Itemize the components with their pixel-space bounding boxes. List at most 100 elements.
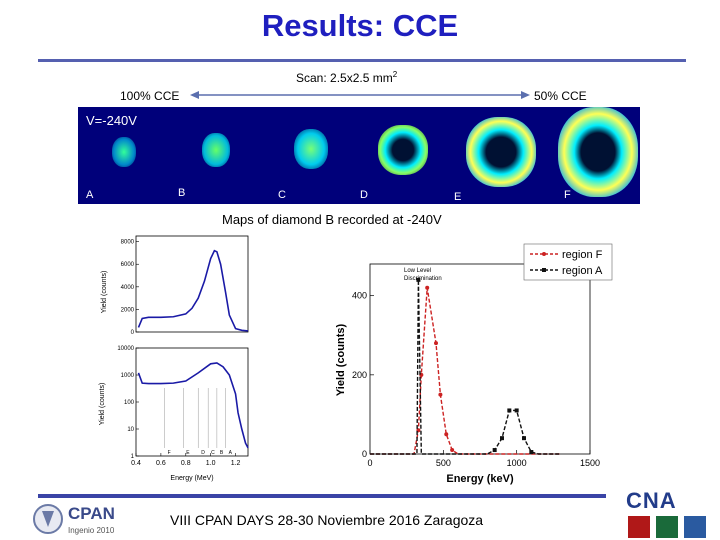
cna-name: CNA <box>626 488 677 513</box>
spectrum-log-line <box>137 362 249 449</box>
y-axis-label: Yield (counts) <box>99 383 106 426</box>
legend-label-f: region F <box>562 249 603 261</box>
annotation-line-1: Low Level <box>404 268 431 274</box>
slide-title: Results: CCE <box>261 8 459 43</box>
panel-label-e: E <box>454 191 462 203</box>
y-tick-label: 10000 <box>117 346 134 352</box>
region-marker-label: A <box>229 450 233 456</box>
cce-maps-strip: V=-240V A B C D E F <box>78 107 640 204</box>
spectrum-log-chart: Yield (counts) Energy (MeV) 1 10 100 1000 10… <box>99 346 249 482</box>
region-spectrum-chart: Yield (counts) Energy (keV) Low Level Di… <box>335 243 613 485</box>
y-tick-label: 1 <box>131 454 135 460</box>
y-axis-label: Yield (counts) <box>335 324 347 397</box>
legend: region F region A <box>523 243 613 281</box>
region-marker-label: B <box>220 450 224 456</box>
footer-text: VIII CPAN DAYS 28-30 Noviembre 2016 Zara… <box>170 512 484 528</box>
annotation-line-2: Discrimination <box>404 276 442 282</box>
title-rule <box>38 59 686 62</box>
x-tick-label: 1500 <box>580 458 600 468</box>
y-axis-label: Yield (counts) <box>101 271 108 314</box>
cpan-sub: Ingenio 2010 <box>68 526 115 535</box>
plot-frame <box>369 263 591 455</box>
x-tick-label: 500 <box>436 458 451 468</box>
point-region-a <box>500 436 504 441</box>
panel-label-b: B <box>178 187 186 199</box>
point-region-a <box>522 436 526 441</box>
y-tick-label: 4000 <box>121 285 135 291</box>
y-tick-label: 6000 <box>121 262 135 268</box>
scan-text: Scan: 2.5x2.5 mm <box>296 71 393 85</box>
x-tick-label: 0.8 <box>181 460 191 467</box>
point-region-f <box>438 392 443 397</box>
region-marker-label: E <box>186 450 190 456</box>
scan-label: Scan: 2.5x2.5 mm2 <box>296 70 397 85</box>
cna-emblem-2 <box>656 516 678 538</box>
point-region-a <box>529 450 534 455</box>
x-tick-label: 0.4 <box>131 460 141 467</box>
x-axis-label: Energy (keV) <box>446 473 514 485</box>
point-region-a <box>492 448 497 453</box>
point-region-f <box>444 432 449 437</box>
y-tick-label: 1000 <box>121 373 135 379</box>
cpan-logo: CPAN Ingenio 2010 <box>33 504 115 535</box>
point-region-a <box>507 408 512 413</box>
legend-marker-a <box>542 268 546 272</box>
axis-ticks: 0 500 1000 1500 0 200 400 <box>352 291 600 468</box>
point-region-a <box>416 277 421 282</box>
scan-superscript: 2 <box>392 70 398 79</box>
series-line-f <box>370 287 561 455</box>
x-tick-label: 0.6 <box>156 460 166 467</box>
series-line-a <box>370 279 561 455</box>
y-tick-label: 200 <box>352 370 367 380</box>
x-tick-label: 1.2 <box>231 460 241 467</box>
point-region-a <box>514 408 519 413</box>
map-blob-a <box>112 137 136 167</box>
axis-ticks: 1 10 100 1000 10000 0.4 0.6 0.8 1.0 1.2 <box>117 346 240 467</box>
x-tick-label: 0 <box>367 458 372 468</box>
left-cce-label: 100% CCE <box>120 89 180 103</box>
voltage-label: V=-240V <box>86 113 137 128</box>
panel-label-d: D <box>360 189 368 201</box>
map-blob-f <box>558 107 638 197</box>
y-ticks: 0 2000 4000 6000 8000 <box>121 240 139 336</box>
cce-arrow <box>190 91 530 99</box>
region-marker-label: F <box>168 450 171 456</box>
point-region-f <box>425 285 430 290</box>
cna-logo: CNA <box>626 488 706 538</box>
series-lines <box>370 277 561 455</box>
y-tick-label: 8000 <box>121 240 135 246</box>
footer-rule <box>38 494 606 498</box>
x-tick-label: 1000 <box>507 458 527 468</box>
point-region-f <box>450 448 455 453</box>
x-axis-label: Energy (MeV) <box>170 475 213 482</box>
map-blob-c <box>294 129 328 169</box>
right-cce-label: 50% CCE <box>534 89 587 103</box>
y-tick-label: 10 <box>127 427 134 433</box>
map-blob-e <box>466 117 536 187</box>
legend-label-a: region A <box>562 265 603 277</box>
y-tick-label: 100 <box>124 400 135 406</box>
region-marker-label: C <box>211 450 215 456</box>
cna-emblem-1 <box>628 516 650 538</box>
legend-marker-f <box>542 252 546 256</box>
cpan-name: CPAN <box>68 504 115 523</box>
spectrum-linear-line <box>137 249 249 332</box>
point-region-f <box>434 341 438 346</box>
panel-label-f: F <box>564 189 571 201</box>
legend-box <box>523 243 613 281</box>
panel-label-a: A <box>86 189 94 201</box>
y-tick-label: 0 <box>131 330 135 336</box>
spectrum-linear-chart: Yield (counts) 0 2000 4000 6000 8000 <box>101 235 249 336</box>
cna-emblem-3 <box>684 516 706 538</box>
map-blob-d <box>378 125 428 175</box>
maps-caption: Maps of diamond B recorded at -240V <box>222 212 442 227</box>
y-tick-label: 0 <box>362 449 367 459</box>
map-blob-b <box>202 133 230 167</box>
region-marker-label: D <box>201 450 205 456</box>
plot-frame <box>135 347 249 457</box>
y-tick-label: 400 <box>352 291 367 301</box>
y-tick-label: 2000 <box>121 307 135 313</box>
plot-frame <box>135 235 249 333</box>
x-tick-label: 1.0 <box>206 460 216 467</box>
